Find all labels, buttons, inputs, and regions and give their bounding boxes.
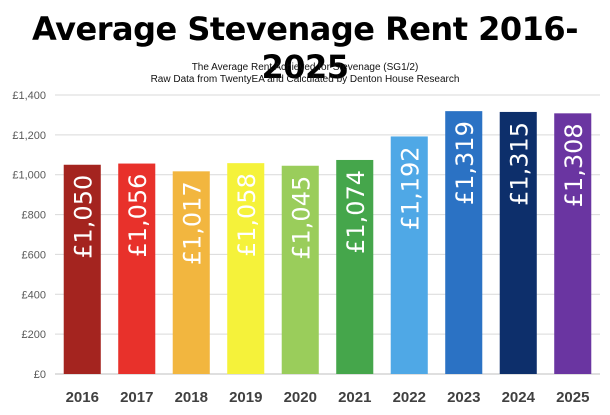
- bar-data-label: £1,192: [396, 146, 424, 230]
- x-tick-label: 2016: [66, 389, 99, 406]
- y-tick-label: £1,000: [12, 170, 46, 182]
- x-tick-label: 2021: [338, 389, 371, 406]
- x-tick-label: 2025: [556, 389, 589, 406]
- bar: [281, 165, 319, 374]
- bar: [499, 111, 537, 375]
- y-axis-ticks: £0 £200 £400 £600 £800 £1,000 £1,200 £1,400: [12, 90, 46, 381]
- bar: [172, 171, 210, 374]
- y-tick-label: £1,200: [12, 130, 46, 142]
- bars: £1,050 £1,056 £1,017 £1,058 £1,045 £1,074 £1,1…: [63, 111, 592, 375]
- bar: [63, 164, 101, 374]
- bar-data-label: £1,058: [233, 173, 261, 257]
- x-tick-label: 2024: [502, 389, 536, 406]
- y-tick-label: £400: [22, 289, 46, 301]
- bar: [554, 113, 592, 374]
- y-tick-label: £200: [22, 329, 46, 341]
- chart-title: Average Stevenage Rent 2016-2025: [32, 10, 578, 86]
- x-tick-label: 2017: [120, 389, 153, 406]
- x-tick-label: 2019: [229, 389, 262, 406]
- y-tick-label: £0: [34, 369, 46, 381]
- bar-data-label: £1,045: [287, 176, 315, 260]
- x-tick-label: 2022: [393, 389, 426, 406]
- chart-subtitle-line-1: The Average Rent Achieved for Stevenage …: [191, 62, 419, 73]
- y-tick-label: £1,400: [12, 90, 46, 102]
- bar: [227, 163, 265, 374]
- x-tick-label: 2020: [284, 389, 317, 406]
- bar-data-label: £1,315: [505, 122, 533, 206]
- bar-data-label: £1,308: [560, 123, 588, 207]
- bar-data-label: £1,074: [342, 170, 370, 254]
- x-tick-label: 2023: [447, 389, 480, 406]
- bar: [336, 159, 374, 374]
- bar: [390, 136, 428, 374]
- bar-data-label: £1,319: [451, 121, 479, 205]
- bar-data-label: £1,050: [69, 175, 97, 259]
- x-tick-label: 2018: [175, 389, 208, 406]
- chart-subtitle-line-2: Raw Data from TwentyEA and Calculated by…: [150, 74, 460, 85]
- y-tick-label: £800: [22, 210, 46, 222]
- bar-data-label: £1,056: [124, 174, 152, 258]
- bar: [118, 163, 156, 374]
- bar: [445, 111, 483, 374]
- x-axis-ticks: 2016 2017 2018 2019 2020 2021 2022 2023 2024 2025: [66, 389, 590, 406]
- bar-data-label: £1,017: [178, 181, 206, 265]
- y-tick-label: £600: [22, 249, 46, 261]
